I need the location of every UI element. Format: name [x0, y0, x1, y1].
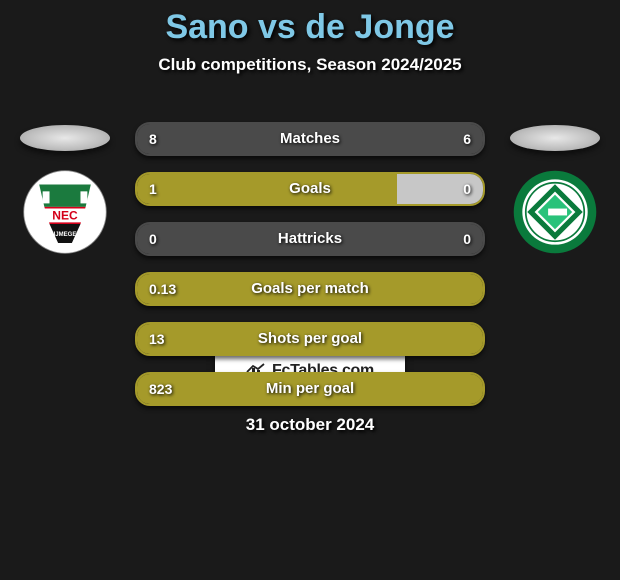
page-title: Sano vs de Jonge — [0, 0, 620, 47]
stat-row: 823Min per goal — [135, 372, 485, 406]
stat-label: Matches — [137, 124, 483, 154]
page-subtitle: Club competitions, Season 2024/2025 — [0, 55, 620, 75]
avatar-placeholder-right — [510, 125, 600, 151]
stat-row: 10Goals — [135, 172, 485, 206]
player-right — [500, 125, 610, 255]
club-logo-left: NEC NIJMEGEN — [22, 169, 108, 255]
stat-row: 86Matches — [135, 122, 485, 156]
stat-row: 00Hattricks — [135, 222, 485, 256]
stat-label: Goals — [137, 174, 483, 204]
club-logo-right — [512, 169, 598, 255]
stat-label: Hattricks — [137, 224, 483, 254]
stat-label: Shots per goal — [137, 324, 483, 354]
stat-label: Goals per match — [137, 274, 483, 304]
stat-label: Min per goal — [137, 374, 483, 404]
stat-row: 0.13Goals per match — [135, 272, 485, 306]
stat-row: 13Shots per goal — [135, 322, 485, 356]
stats-bars: 86Matches 10Goals 00Hattricks 0.13Goals per… — [135, 122, 485, 422]
comparison-card: Sano vs de Jonge Club competitions, Seas… — [0, 0, 620, 580]
svg-text:NEC: NEC — [52, 209, 78, 223]
player-left: NEC NIJMEGEN — [10, 125, 120, 255]
avatar-placeholder-left — [20, 125, 110, 151]
svg-text:NIJMEGEN: NIJMEGEN — [49, 232, 80, 238]
